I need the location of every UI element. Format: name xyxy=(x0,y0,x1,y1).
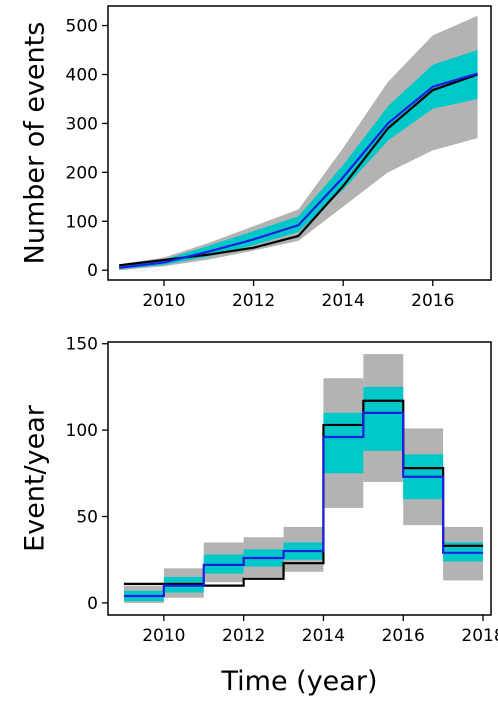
model-series-line xyxy=(123,411,484,598)
axis-ticks: 2010 2012 2014 2016 2018 0 50 100 150 xyxy=(66,335,498,646)
x-tick-label: 2014 xyxy=(302,626,345,646)
inner-spread-band-bin xyxy=(363,386,404,451)
inner-spread-band-bin xyxy=(323,412,364,474)
y-axis-title: Number of events xyxy=(19,22,50,265)
y-tick-label: 500 xyxy=(66,17,98,37)
y-tick-label: 400 xyxy=(66,66,98,86)
x-tick-label: 2012 xyxy=(232,291,275,311)
x-tick-label: 2018 xyxy=(461,626,498,646)
axis-ticks: 2010 2012 2014 2016 0 100 200 300 400 500 xyxy=(66,17,455,311)
x-tick-label: 2010 xyxy=(142,291,185,311)
x-tick-label: 2016 xyxy=(411,291,454,311)
y-tick-label: 300 xyxy=(66,114,98,134)
x-tick-label: 2014 xyxy=(322,291,365,311)
plot-frame xyxy=(107,5,492,281)
y-tick-label: 50 xyxy=(76,508,98,528)
x-tick-label: 2010 xyxy=(142,626,185,646)
y-tick-label: 0 xyxy=(87,594,98,614)
model-series-line xyxy=(119,72,478,269)
plot-frame xyxy=(107,341,492,616)
uncertainty-bands xyxy=(119,15,478,271)
y-tick-label: 200 xyxy=(66,163,98,183)
cumulative-events-panel: 2010 2012 2014 2016 0 100 200 300 400 500 Number … xyxy=(19,5,492,311)
x-tick-label: 2012 xyxy=(222,626,265,646)
series-lines xyxy=(119,72,478,269)
uncertainty-bands xyxy=(123,354,484,603)
y-tick-label: 150 xyxy=(66,335,98,355)
y-tick-label: 100 xyxy=(66,421,98,441)
y-tick-label: 100 xyxy=(66,212,98,232)
series-lines xyxy=(123,399,484,598)
x-tick-label: 2016 xyxy=(382,626,425,646)
y-tick-label: 0 xyxy=(87,261,98,281)
y-axis-title: Event/year xyxy=(19,404,50,552)
annual-rate-panel: 2010 2012 2014 2016 2018 0 50 100 150 Event/year… xyxy=(19,335,498,697)
x-axis-title: Time (year) xyxy=(221,666,378,697)
